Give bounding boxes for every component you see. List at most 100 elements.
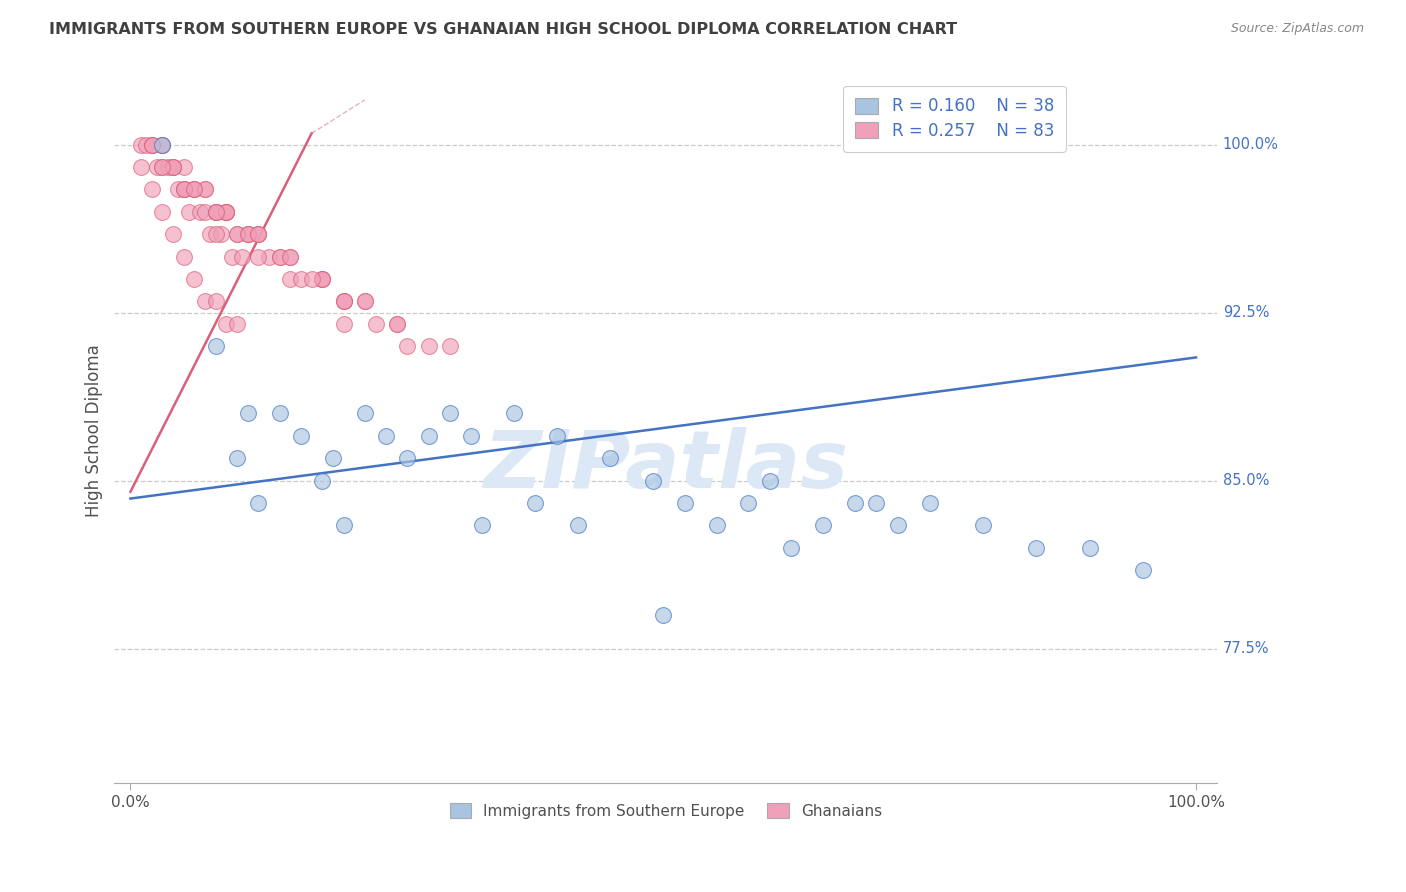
Point <box>269 250 291 264</box>
Point <box>353 294 375 309</box>
Legend: Immigrants from Southern Europe, Ghanaians: Immigrants from Southern Europe, Ghanaia… <box>443 797 889 825</box>
Point <box>652 608 675 623</box>
Point <box>156 160 179 174</box>
Point <box>194 294 217 309</box>
Text: IMMIGRANTS FROM SOUTHERN EUROPE VS GHANAIAN HIGH SCHOOL DIPLOMA CORRELATION CHAR: IMMIGRANTS FROM SOUTHERN EUROPE VS GHANA… <box>49 22 957 37</box>
Point <box>215 204 238 219</box>
Point <box>641 474 664 488</box>
Point <box>332 317 354 331</box>
Point <box>215 317 238 331</box>
Point <box>204 204 226 219</box>
Point <box>173 182 195 196</box>
Point <box>247 227 270 242</box>
Point <box>439 339 461 353</box>
Point <box>150 160 173 174</box>
Point <box>141 137 163 152</box>
Point <box>173 182 195 196</box>
Point <box>332 294 354 309</box>
Point <box>226 227 249 242</box>
Point <box>364 317 387 331</box>
Point <box>173 182 195 196</box>
Point <box>204 204 226 219</box>
Point <box>162 160 184 174</box>
Point <box>396 339 419 353</box>
Point <box>194 182 217 196</box>
Point <box>247 227 270 242</box>
Point <box>290 429 312 443</box>
Point <box>269 406 291 420</box>
Point <box>322 451 344 466</box>
Point <box>162 160 184 174</box>
Point <box>247 250 270 264</box>
Point <box>311 272 333 286</box>
Point <box>167 182 190 196</box>
Point <box>204 339 226 353</box>
Point <box>1025 541 1047 555</box>
Point <box>503 406 526 420</box>
Point <box>886 518 908 533</box>
Point <box>269 250 291 264</box>
Point <box>567 518 589 533</box>
Point <box>150 160 173 174</box>
Point <box>1078 541 1101 555</box>
Text: 100.0%: 100.0% <box>1223 137 1278 153</box>
Y-axis label: High School Diploma: High School Diploma <box>86 343 103 516</box>
Point <box>162 227 184 242</box>
Point <box>460 429 482 443</box>
Point <box>215 204 238 219</box>
Point <box>290 272 312 286</box>
Point <box>396 451 419 466</box>
Point <box>204 294 226 309</box>
Point <box>439 406 461 420</box>
Point <box>247 496 270 510</box>
Point <box>204 227 226 242</box>
Point <box>247 227 270 242</box>
Point <box>1132 563 1154 577</box>
Point <box>332 294 354 309</box>
Point <box>141 137 163 152</box>
Point <box>231 250 253 264</box>
Point <box>236 227 259 242</box>
Point <box>278 250 301 264</box>
Point <box>546 429 568 443</box>
Point <box>311 272 333 286</box>
Point <box>236 406 259 420</box>
Point <box>183 182 205 196</box>
Point <box>177 204 200 219</box>
Point <box>221 250 243 264</box>
Point <box>183 272 205 286</box>
Point <box>311 272 333 286</box>
Text: Source: ZipAtlas.com: Source: ZipAtlas.com <box>1230 22 1364 36</box>
Point <box>150 137 173 152</box>
Point <box>226 317 249 331</box>
Point <box>332 294 354 309</box>
Point <box>780 541 803 555</box>
Point <box>188 204 211 219</box>
Point <box>385 317 408 331</box>
Point <box>301 272 323 286</box>
Point <box>278 250 301 264</box>
Point <box>129 137 152 152</box>
Point <box>236 227 259 242</box>
Point <box>150 137 173 152</box>
Point <box>918 496 941 510</box>
Point <box>418 429 440 443</box>
Point <box>173 250 195 264</box>
Point <box>375 429 398 443</box>
Point <box>865 496 887 510</box>
Point <box>811 518 834 533</box>
Point <box>257 250 280 264</box>
Point <box>200 227 222 242</box>
Point <box>599 451 621 466</box>
Point <box>972 518 994 533</box>
Point <box>146 160 169 174</box>
Point <box>737 496 759 510</box>
Point <box>162 160 184 174</box>
Point <box>150 137 173 152</box>
Point <box>129 160 152 174</box>
Point <box>332 518 354 533</box>
Point <box>194 182 217 196</box>
Point <box>183 182 205 196</box>
Point <box>844 496 866 510</box>
Point <box>209 227 232 242</box>
